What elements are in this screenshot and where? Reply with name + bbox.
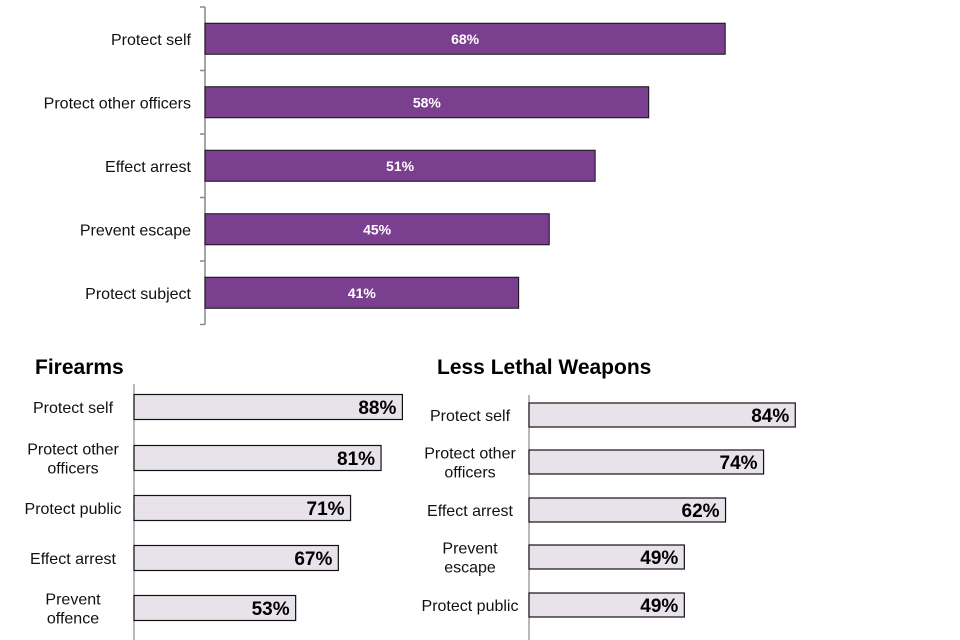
data-label: 49%: [640, 548, 678, 569]
category-label-line: Prevent: [442, 541, 498, 558]
category-label: Protect public: [422, 598, 519, 615]
category-label: Prevent escape: [80, 222, 191, 239]
data-label: 41%: [348, 285, 377, 301]
bar: [204, 86, 650, 119]
bar: [528, 592, 685, 618]
category-label: Prevent offence: [45, 592, 101, 628]
main-chart: Protect self 68% Protect other officers 58%…: [44, 6, 726, 326]
bar: [528, 449, 765, 475]
bar: [204, 149, 596, 182]
category-label-line: officers: [47, 461, 98, 478]
category-label: Protect other officers: [27, 442, 119, 478]
bar: [528, 402, 796, 428]
data-label: 68%: [451, 31, 480, 47]
category-label: Prevent escape: [442, 541, 498, 577]
category-label: Protect public: [25, 501, 122, 518]
category-label-line: Protect public: [25, 501, 122, 518]
bar: [528, 544, 685, 570]
bar: [204, 22, 726, 55]
less-lethal-chart-title: Less Lethal Weapons: [437, 356, 651, 379]
firearms-chart-title: Firearms: [35, 356, 124, 379]
data-label: 45%: [363, 221, 392, 237]
category-label: Protect self: [111, 32, 192, 49]
category-label-line: offence: [47, 611, 99, 628]
data-label: 74%: [720, 453, 758, 474]
category-label-line: officers: [444, 465, 495, 482]
data-label: 84%: [751, 406, 789, 427]
category-label: Effect arrest: [30, 551, 117, 568]
bar: [204, 213, 550, 246]
category-label-line: Protect self: [33, 400, 114, 417]
category-label: Protect subject: [85, 286, 191, 303]
category-label: Protect self: [430, 408, 511, 425]
bar: [204, 276, 520, 309]
category-label-line: Effect arrest: [427, 503, 514, 520]
category-label: Effect arrest: [105, 159, 192, 176]
bar: [133, 494, 352, 522]
bar: [133, 594, 297, 622]
data-label: 71%: [307, 499, 345, 520]
bar: [528, 497, 727, 523]
data-label: 49%: [640, 596, 678, 617]
data-label: 53%: [252, 599, 290, 620]
data-label: 88%: [358, 398, 396, 419]
category-label-line: Protect other: [424, 446, 516, 463]
category-label: Protect other officers: [44, 95, 191, 112]
category-label: Protect self: [33, 400, 114, 417]
category-label-line: Protect public: [422, 598, 519, 615]
category-label-line: Protect other: [27, 442, 119, 459]
category-label: Effect arrest: [427, 503, 514, 520]
data-label: 51%: [386, 158, 415, 174]
bar: [133, 393, 403, 421]
data-label: 62%: [682, 501, 720, 522]
category-label-line: Effect arrest: [30, 551, 117, 568]
category-label: Protect other officers: [424, 446, 516, 482]
firearms-chart: 88% Protect self 81% Protect other officers 7…: [25, 384, 403, 640]
bar: [133, 444, 382, 472]
category-label-line: Prevent: [45, 592, 101, 609]
data-label: 81%: [337, 449, 375, 470]
less-lethal-chart: 84% Protect self 74% Protect other officers 6…: [422, 395, 796, 640]
category-label-line: escape: [444, 560, 496, 577]
category-label-line: Protect self: [430, 408, 511, 425]
data-label: 58%: [413, 94, 442, 110]
bar: [133, 544, 339, 572]
data-label: 67%: [294, 549, 332, 570]
